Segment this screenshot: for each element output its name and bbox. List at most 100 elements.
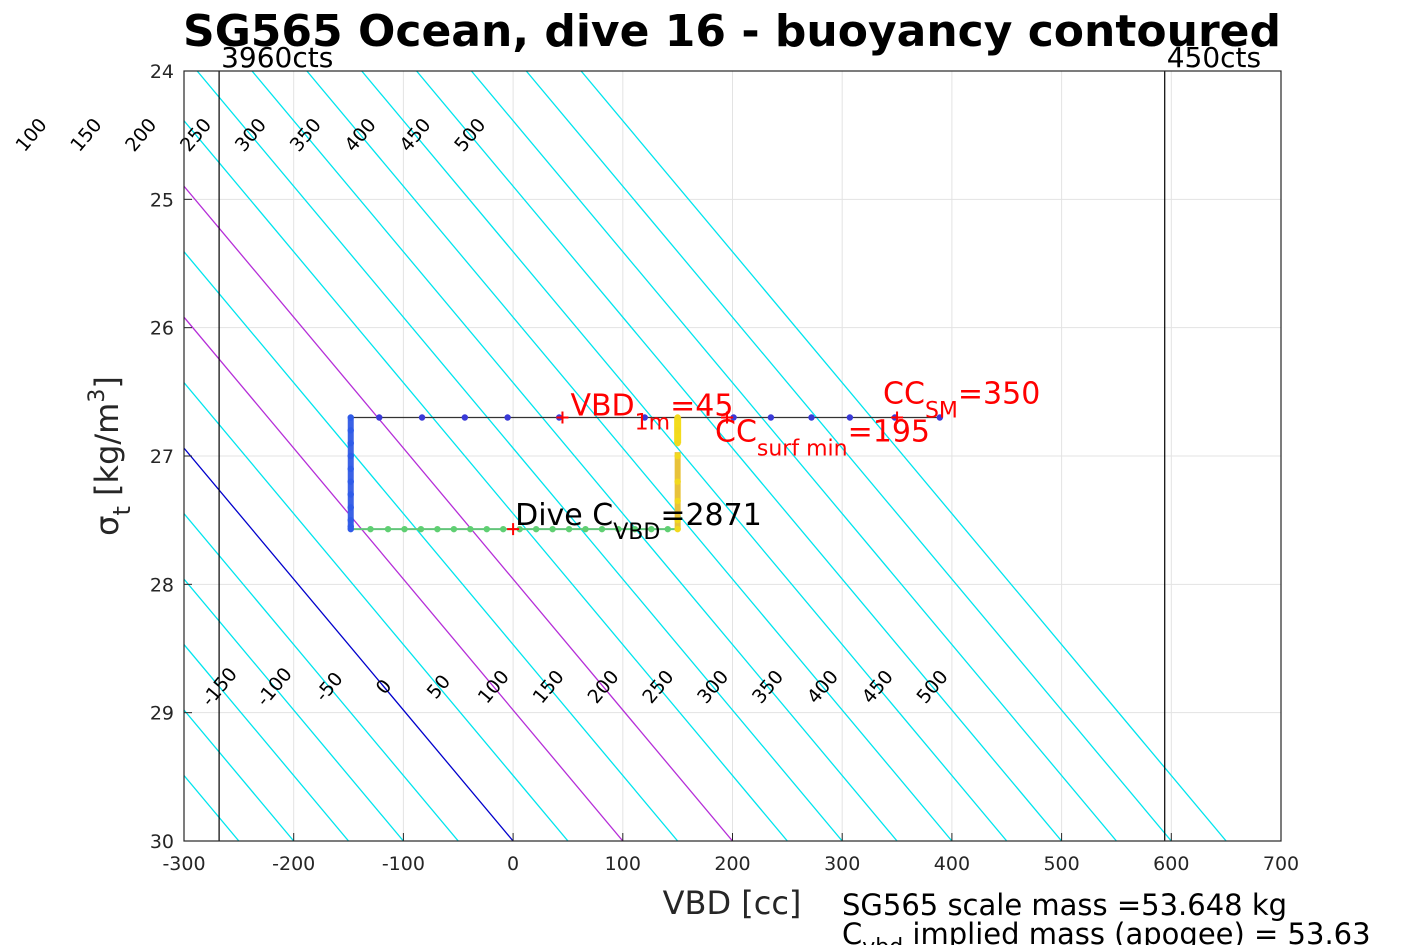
x-tick-label: 100 [605,853,641,875]
dive-point [347,491,354,498]
contour-label: 0 [372,675,397,698]
contour-label: 200 [121,114,161,156]
dive-point [631,525,639,533]
contour-line [0,71,19,841]
dive-point [648,525,655,533]
annotation-marker [507,523,520,536]
dive-point [347,525,354,533]
dive-point [664,525,671,533]
dive-point [674,525,681,533]
dive-point [347,427,354,434]
contour-line [580,71,1227,841]
dive-point [582,525,589,533]
contour-line [184,119,788,841]
y-axis-ticks: 24 25 26 27 28 29 30 [150,61,192,853]
contour-label: 100 [474,666,514,708]
dive-point [641,414,648,421]
y-tick-label: 26 [150,318,174,340]
dive-point [347,465,354,473]
dive-point [504,414,511,421]
dive-point [767,414,775,421]
contour-line [361,71,1008,841]
contour-line [184,185,733,841]
y-tick-label: 25 [150,189,174,211]
dive-point [846,414,854,421]
contour-label: 450 [395,114,435,156]
dive-point [418,414,426,421]
buoyancy-contours [0,71,1227,841]
dive-point [674,427,681,434]
dive-points [347,414,944,533]
annotation-label: VBD1m=45 [570,389,733,436]
contour-line [306,71,953,841]
dive-point [516,525,523,533]
y-tick-label: 30 [150,831,174,853]
contour-label: 200 [583,666,623,708]
contour-line [184,381,569,841]
annotation-label: CCsurf min=195 [715,415,930,462]
x-tick-label: 700 [1263,853,1299,875]
contour-line [184,250,679,841]
footer-implied-mass: Cvbd implied mass (apogee) = 53.63 [842,917,1371,945]
y-axis-label: σt [kg/m3] [85,376,136,536]
y-tick-label: 24 [150,61,174,83]
x-tick-label: 300 [824,853,860,875]
count-limit-lines: 3960cts 450cts [218,41,1261,841]
contour-label: 300 [693,666,733,708]
dive-point [483,525,490,533]
chart-title: SG565 Ocean, dive 16 - buoyancy contoure… [183,6,1281,57]
dive-point [565,525,573,533]
contour-label: 400 [341,114,381,156]
contour-line [184,643,350,841]
x-axis-ticks: -300 -200 -100 0 100 200 300 400 500 600 700 [162,833,1299,875]
svg-text:σt [kg/m3]: σt [kg/m3] [85,376,136,536]
dive-point [347,478,354,485]
contour-line [251,71,898,841]
contour-label: 450 [858,666,898,708]
footer-scale-mass: SG565 scale mass =53.648 kg [842,888,1287,922]
contour-label: -50 [311,668,348,706]
contour-line [470,71,1117,841]
dive-point [376,414,383,421]
dive-point [401,525,408,533]
x-tick-label: -300 [162,853,205,875]
x-tick-label: 600 [1153,853,1189,875]
contour-label: 250 [176,114,216,156]
x-tick-label: 0 [507,853,519,875]
annotation-marker [721,411,734,424]
contour-group [0,71,1227,841]
contour-label: -100 [252,663,297,710]
dive-point [417,525,425,533]
dive-point [384,525,392,533]
contour-label: 350 [286,114,326,156]
contour-line [184,316,624,841]
contour-label: 100 [11,114,51,156]
dive-point [730,414,737,421]
x-axis-label: VBD [cc] [663,884,802,922]
contour-label: 50 [423,671,455,704]
dive-point [347,504,354,511]
contour-label: -150 [197,663,242,710]
contour-label: 500 [913,666,953,708]
dive-point [434,525,441,533]
dive-point [674,478,681,485]
dive-point [347,452,354,460]
x-tick-label: -100 [382,853,425,875]
x-tick-label: 200 [714,853,750,875]
x-tick-label: 400 [934,853,970,875]
annotation-marker [891,411,904,424]
dive-point [467,525,474,533]
dive-point [674,414,681,421]
annotation-label: Dive CVBD=2871 [515,498,762,545]
dive-point [615,525,622,533]
contour-line [416,71,1063,841]
x-tick-label: -200 [272,853,315,875]
contour-line [525,71,1172,841]
dive-point [347,439,354,447]
y-tick-label: 29 [150,703,174,725]
contour-line [184,578,404,841]
dive-point [532,525,540,533]
contour-label: 500 [450,114,490,156]
dive-point [808,414,815,421]
